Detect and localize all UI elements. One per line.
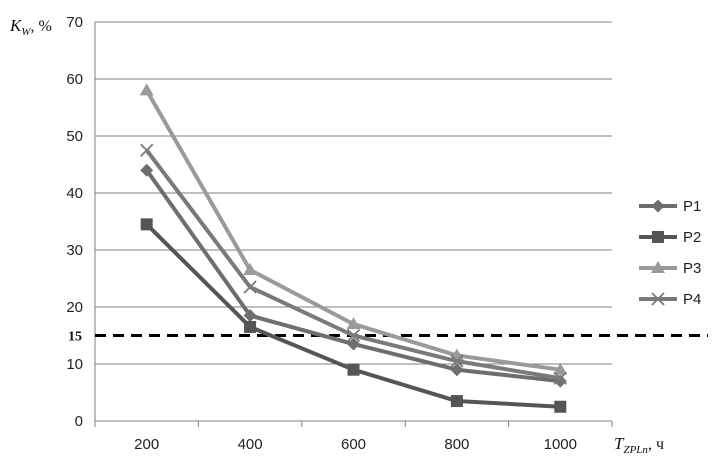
axes <box>94 22 613 427</box>
data-point <box>553 362 568 375</box>
data-point <box>450 354 464 368</box>
data-point <box>243 280 257 294</box>
legend-label: P3 <box>683 260 701 277</box>
y-tick-label: 50 <box>66 128 83 145</box>
y-tick-label: 0 <box>75 413 83 430</box>
x-axis-label: TZPLn, ч <box>614 434 664 456</box>
y-tick-label: 70 <box>66 14 83 31</box>
data-point <box>651 261 665 273</box>
y-tick-labels: 0 10 20 30 40 50 60 70 <box>66 14 83 430</box>
legend-label: P2 <box>683 229 701 246</box>
data-point <box>347 363 360 376</box>
data-point <box>554 400 567 413</box>
data-point <box>139 83 154 96</box>
series-p1 <box>140 163 567 388</box>
data-point <box>346 317 361 330</box>
threshold: 15 <box>68 330 708 345</box>
x-tick-label: 400 <box>238 436 263 453</box>
data-point <box>140 163 154 177</box>
data-point <box>244 320 257 333</box>
legend-item: P4 <box>639 291 701 308</box>
x-tick-label: 800 <box>444 436 469 453</box>
data-point <box>450 395 463 408</box>
x-tick-labels: 200 400 600 800 1000 <box>134 436 577 453</box>
legend-label: P1 <box>683 198 701 215</box>
data-point <box>651 292 665 306</box>
series-p3 <box>139 83 568 375</box>
data-point <box>652 231 664 243</box>
legend-item: P1 <box>639 198 701 215</box>
x-tick-label: 200 <box>134 436 159 453</box>
y-tick-label: 40 <box>66 185 83 202</box>
series-group <box>139 83 568 413</box>
x-tick-label: 1000 <box>544 436 577 453</box>
data-point <box>140 218 153 231</box>
data-point <box>553 371 567 385</box>
legend-item: P2 <box>639 229 701 246</box>
series-p2 <box>140 218 567 413</box>
series-p4 <box>140 143 567 385</box>
data-point <box>347 337 360 351</box>
legend-label: P4 <box>683 291 701 308</box>
data-point <box>346 328 361 343</box>
data-point <box>243 309 257 323</box>
y-axis-label: KW, % <box>9 16 52 38</box>
x-tick-label: 600 <box>341 436 366 453</box>
series-line <box>145 222 561 409</box>
legend-item: P3 <box>639 260 701 277</box>
data-point <box>450 363 464 377</box>
y-tick-label: 20 <box>66 299 83 316</box>
y-tick-label: 60 <box>66 71 83 88</box>
data-point <box>140 143 154 157</box>
grid-lines <box>95 21 612 365</box>
y-tick-label: 30 <box>66 242 83 259</box>
legend: P1 P2 P3 P4 <box>639 198 701 308</box>
data-point <box>243 262 258 275</box>
y-tick-label: 10 <box>66 356 83 373</box>
threshold-label: 15 <box>68 330 82 345</box>
data-point <box>651 199 665 213</box>
